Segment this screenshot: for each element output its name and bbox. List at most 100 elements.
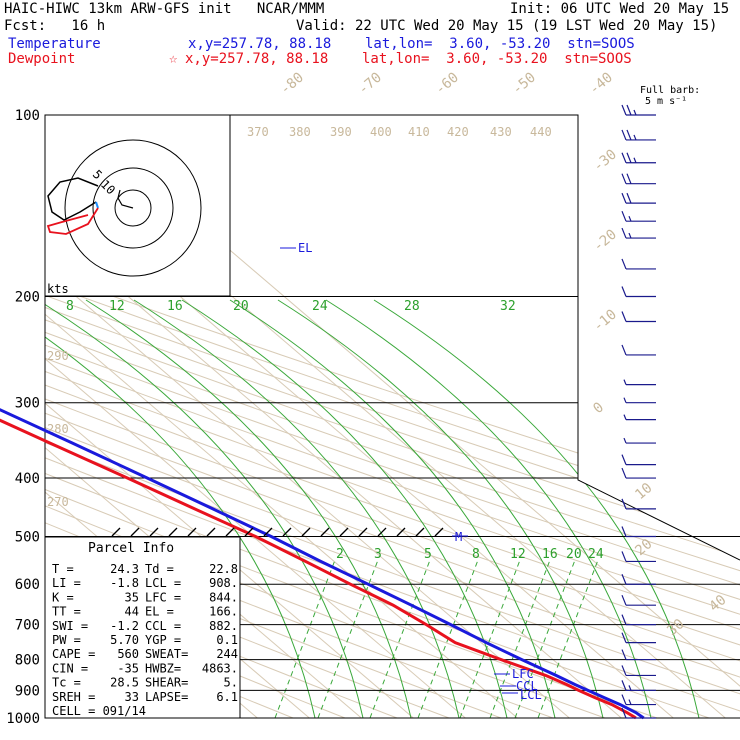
wind-barb-flag [621,574,627,585]
parcel-info-label: SREH = [52,690,95,704]
parcel-info-label: PW = [52,633,81,647]
isotherm-label: 10 [632,480,655,503]
isotherm-label: 0 [590,399,607,417]
moist-adiabat [85,299,412,718]
isotherm-label: -80 [277,70,307,99]
hodograph-trace-surface [46,207,99,235]
pressure-tick-label: 200 [15,290,40,306]
level-marker-label: LCL [520,688,542,702]
parcel-info-value: 24.3 [110,562,139,576]
parcel-info-cell-row: CELL = 091/14 [52,704,146,718]
temperature-legend: Temperature [8,36,101,52]
mixing-ratio-label: 12 [510,547,526,562]
model-title: HAIC-HIWC 13km ARW-GFS init NCAR/MMM [4,1,325,17]
theta-label: 270 [47,495,69,509]
temperature-profile [0,408,645,720]
wind-barb-flag [621,152,627,163]
init-time: Init: 06 UTC Wed 20 May 15 [510,1,730,17]
parcel-info-value: -35 [117,661,139,675]
pressure-tick-label: 300 [15,396,40,412]
forecast-hour: Fcst: 16 h [4,18,106,34]
dewpoint-marker-icon: ☆ [169,51,178,67]
wind-barb-flag [626,104,632,116]
isotherm-label: -10 [590,307,620,336]
wind-barb-half [623,437,627,444]
dry-adiabat [45,115,710,718]
wind-barb-half [628,215,632,222]
freezing-hatch [396,527,406,537]
wind-barb-flag [621,551,627,562]
freezing-hatch [130,527,140,537]
theta-label: 390 [330,125,352,139]
hodograph-ring [114,189,152,227]
isotherm-label: -40 [586,70,616,99]
dewpoint-location: x,y=257.78, 88.18 lat,lon= 3.60, -53.20 … [185,51,632,67]
wind-barb-flag [621,286,627,297]
parcel-info-label: CCL = [145,619,181,633]
isotherm-line [45,115,466,718]
mixing-ratio-label: 20 [566,547,582,562]
wind-barb-flag [621,649,627,660]
parcel-info-value: -1.2 [110,619,139,633]
parcel-info-label: SWI = [52,619,88,633]
theta-label: 400 [370,125,392,139]
parcel-info-value: 44 [125,605,139,619]
wind-barb-flag [621,694,627,705]
wind-barb-half [623,397,627,403]
dry-adiabat [45,115,740,718]
freezing-hatch [263,527,273,537]
isotherm-label: -70 [355,70,385,99]
parcel-info-label: SWEAT= [145,647,188,661]
isotherm-line [45,115,414,718]
isotherm-line [45,115,622,718]
dry-adiabat [45,115,740,718]
isotherm-line [45,115,518,718]
freezing-hatch [282,527,292,537]
wind-barb-flag [621,311,627,322]
dry-adiabat [45,115,740,718]
parcel-info-label: YGP = [145,633,181,647]
mixing-ratio-line [369,559,431,718]
dry-adiabat [45,115,740,718]
pressure-tick-label: 400 [15,471,40,487]
level-marker-label: EL [298,241,312,255]
pressure-tick-label: 100 [15,108,40,124]
parcel-info-value: 35 [125,590,139,604]
mixing-ratio-label: 16 [542,547,558,562]
level-marker-label: CCL [516,679,538,693]
wind-barb-flag [621,129,627,141]
parcel-info-value: 5. [224,676,238,690]
wind-barb-half [633,109,637,116]
pressure-tick-label: 900 [15,683,40,699]
moist-adiabat-label: 28 [404,299,420,314]
freezing-hatch [149,527,159,537]
wind-barb-half [628,232,632,239]
freezing-hatch [206,527,216,537]
isotherm-label: -30 [590,147,620,176]
mixing-ratio-line [317,559,379,718]
mixing-ratio-line [459,559,521,718]
dry-adiabat [45,115,740,718]
theta-label: 430 [490,125,512,139]
freezing-hatch [434,527,444,537]
dry-adiabat [45,115,740,718]
parcel-info-label: HWBZ= [145,661,181,675]
level-marker-label: M [455,530,462,544]
dry-adiabat [45,115,740,718]
parcel-info-label: CAPE = [52,647,95,661]
parcel-info-value: 4863. [202,661,238,675]
parcel-info-title: Parcel Info [88,541,174,556]
wind-barb-flag [621,258,627,270]
dewpoint-profile [0,418,637,720]
theta-label: 440 [530,125,552,139]
wind-barb-flag [621,614,627,625]
wind-barb-flag [621,210,627,222]
parcel-info-label: TT = [52,605,81,619]
wind-barb-flag [621,104,627,116]
moist-adiabat [181,299,508,718]
wind-barb-flag [621,594,627,606]
parcel-info-label: LCL = [145,576,181,590]
wind-barb-flag [626,192,632,204]
isotherm-label: -50 [509,70,539,99]
pressure-tick-label: 700 [15,618,40,634]
